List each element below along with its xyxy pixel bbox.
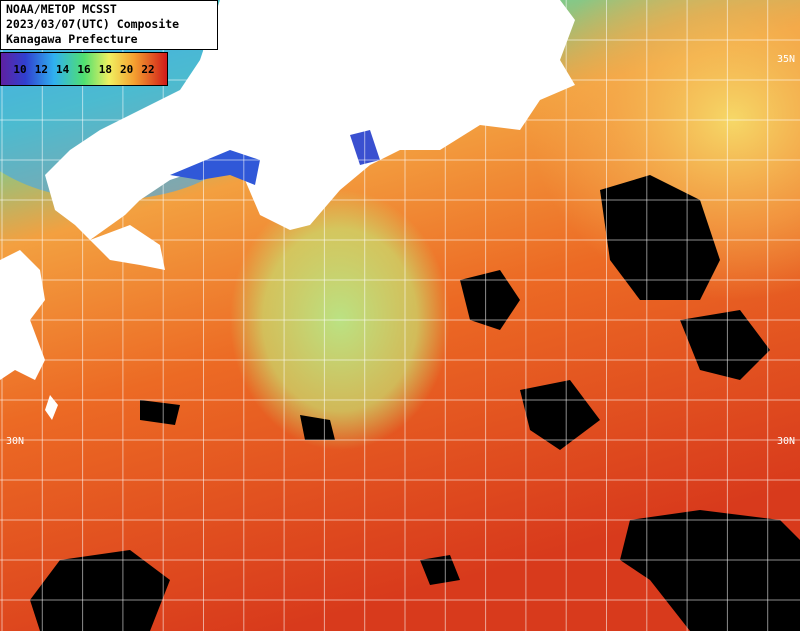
colorbar-label: 10 <box>13 63 26 76</box>
grid-label: 30N <box>777 436 795 447</box>
grid-label: 30N <box>6 436 24 447</box>
cloud <box>680 310 770 380</box>
land <box>90 225 165 270</box>
colorbar-label: 16 <box>77 63 91 76</box>
land <box>0 250 45 380</box>
colorbar-label: 22 <box>141 63 154 76</box>
inland-sea <box>170 150 260 185</box>
cloud <box>140 400 180 425</box>
colorbar-label: 12 <box>35 63 48 76</box>
cloud <box>300 415 335 440</box>
cloud <box>620 510 800 631</box>
colorbar-label: 14 <box>56 63 70 76</box>
cloud <box>420 555 460 585</box>
colorbar-labels: 10 12 14 16 18 20 22 <box>13 63 154 76</box>
grid-label: 35N <box>777 54 795 65</box>
header-line: NOAA/METOP MCSST <box>6 2 117 16</box>
cloud <box>520 380 600 450</box>
cloud <box>30 550 170 631</box>
colorbar-label: 20 <box>120 63 133 76</box>
island <box>45 395 58 420</box>
colorbar <box>0 52 168 86</box>
header-box <box>0 0 218 50</box>
cloud <box>600 175 720 300</box>
colorbar-label: 18 <box>99 63 112 76</box>
cloud <box>460 270 520 330</box>
header-line: Kanagawa Prefecture <box>6 32 138 46</box>
grid-label: 136E <box>322 6 333 30</box>
header-line: 2023/03/07(UTC) Composite <box>6 17 179 31</box>
cloud-cover <box>30 175 800 631</box>
